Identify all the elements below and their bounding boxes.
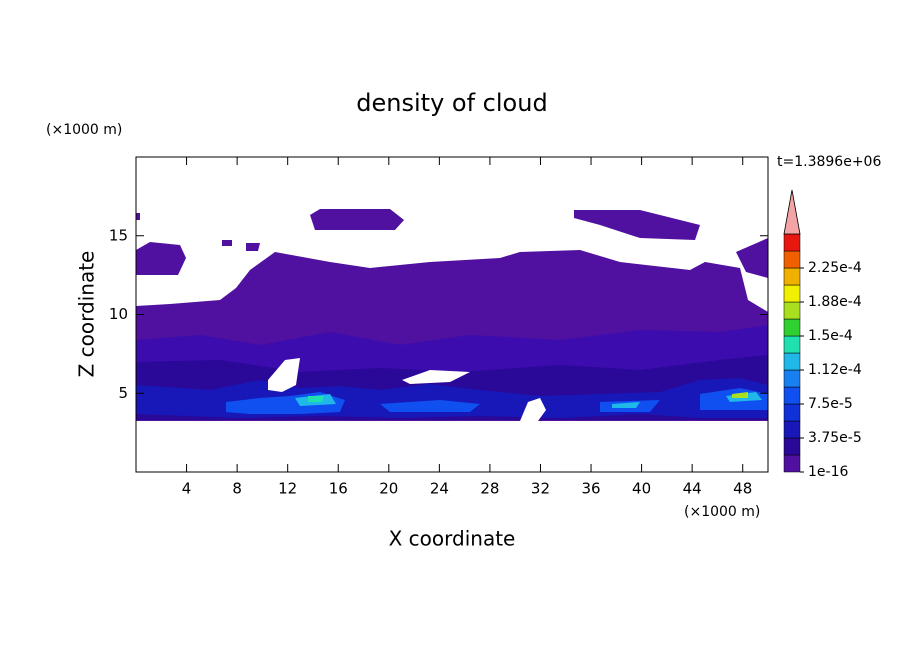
y-tick-label: 10 bbox=[109, 305, 128, 323]
contour-gap bbox=[520, 398, 546, 421]
x-tick-label: 48 bbox=[733, 480, 752, 498]
contour-region bbox=[308, 396, 324, 402]
contour-region bbox=[136, 213, 140, 220]
contour-field bbox=[136, 209, 768, 421]
x-tick-label: 32 bbox=[531, 480, 550, 498]
contour-region bbox=[380, 400, 480, 412]
x-tick-label: 44 bbox=[683, 480, 702, 498]
colorbar-band bbox=[783, 250, 801, 269]
colorbar-band bbox=[783, 267, 801, 286]
colorbar-label: 2.25e-4 bbox=[808, 260, 862, 276]
contour-region bbox=[246, 243, 260, 251]
colorbar-band bbox=[783, 437, 801, 456]
colorbar-band bbox=[783, 420, 801, 439]
y-unit: (×1000 m) bbox=[46, 122, 122, 138]
x-unit: (×1000 m) bbox=[684, 504, 760, 520]
y-tick-label: 5 bbox=[118, 384, 128, 402]
contour-region bbox=[136, 242, 186, 275]
contour-gap bbox=[402, 370, 470, 384]
contour-region bbox=[736, 238, 768, 278]
colorbar-label: 1.5e-4 bbox=[808, 328, 853, 344]
time-label: t=1.3896e+06 bbox=[777, 154, 881, 170]
colorbar-band bbox=[783, 301, 801, 320]
colorbar-band bbox=[783, 403, 801, 422]
colorbar-band bbox=[783, 352, 801, 371]
x-axis-label: X coordinate bbox=[389, 527, 516, 551]
contour-gap bbox=[268, 358, 300, 392]
chart-title: density of cloud bbox=[356, 89, 547, 117]
x-tick-label: 8 bbox=[232, 480, 242, 498]
colorbar-band bbox=[783, 386, 801, 405]
colorbar-extend bbox=[783, 189, 801, 235]
y-tick-label: 15 bbox=[109, 226, 128, 244]
colorbar-label: 7.5e-5 bbox=[808, 396, 853, 412]
contour-region bbox=[732, 392, 748, 398]
x-tick-label: 4 bbox=[182, 480, 192, 498]
colorbar-label: 1e-16 bbox=[808, 464, 848, 480]
x-tick-label: 20 bbox=[379, 480, 398, 498]
colorbar-label: 1.88e-4 bbox=[808, 294, 862, 310]
contour-region bbox=[310, 209, 404, 230]
colorbar-band bbox=[783, 454, 801, 473]
y-axis-label: Z coordinate bbox=[75, 251, 99, 378]
colorbar-band bbox=[783, 284, 801, 303]
x-tick-label: 36 bbox=[581, 480, 600, 498]
x-tick-label: 24 bbox=[430, 480, 449, 498]
contour-region bbox=[222, 240, 232, 246]
x-tick-label: 16 bbox=[329, 480, 348, 498]
x-tick-label: 28 bbox=[480, 480, 499, 498]
colorbar-band bbox=[783, 369, 801, 388]
colorbar-band bbox=[783, 233, 801, 252]
colorbar-label: 1.12e-4 bbox=[808, 362, 862, 378]
x-tick-label: 12 bbox=[278, 480, 297, 498]
contour-region bbox=[612, 402, 640, 408]
x-tick-label: 40 bbox=[632, 480, 651, 498]
colorbar-label: 3.75e-5 bbox=[808, 430, 862, 446]
contour-region bbox=[574, 210, 700, 240]
colorbar-band bbox=[783, 335, 801, 354]
colorbar-band bbox=[783, 318, 801, 337]
